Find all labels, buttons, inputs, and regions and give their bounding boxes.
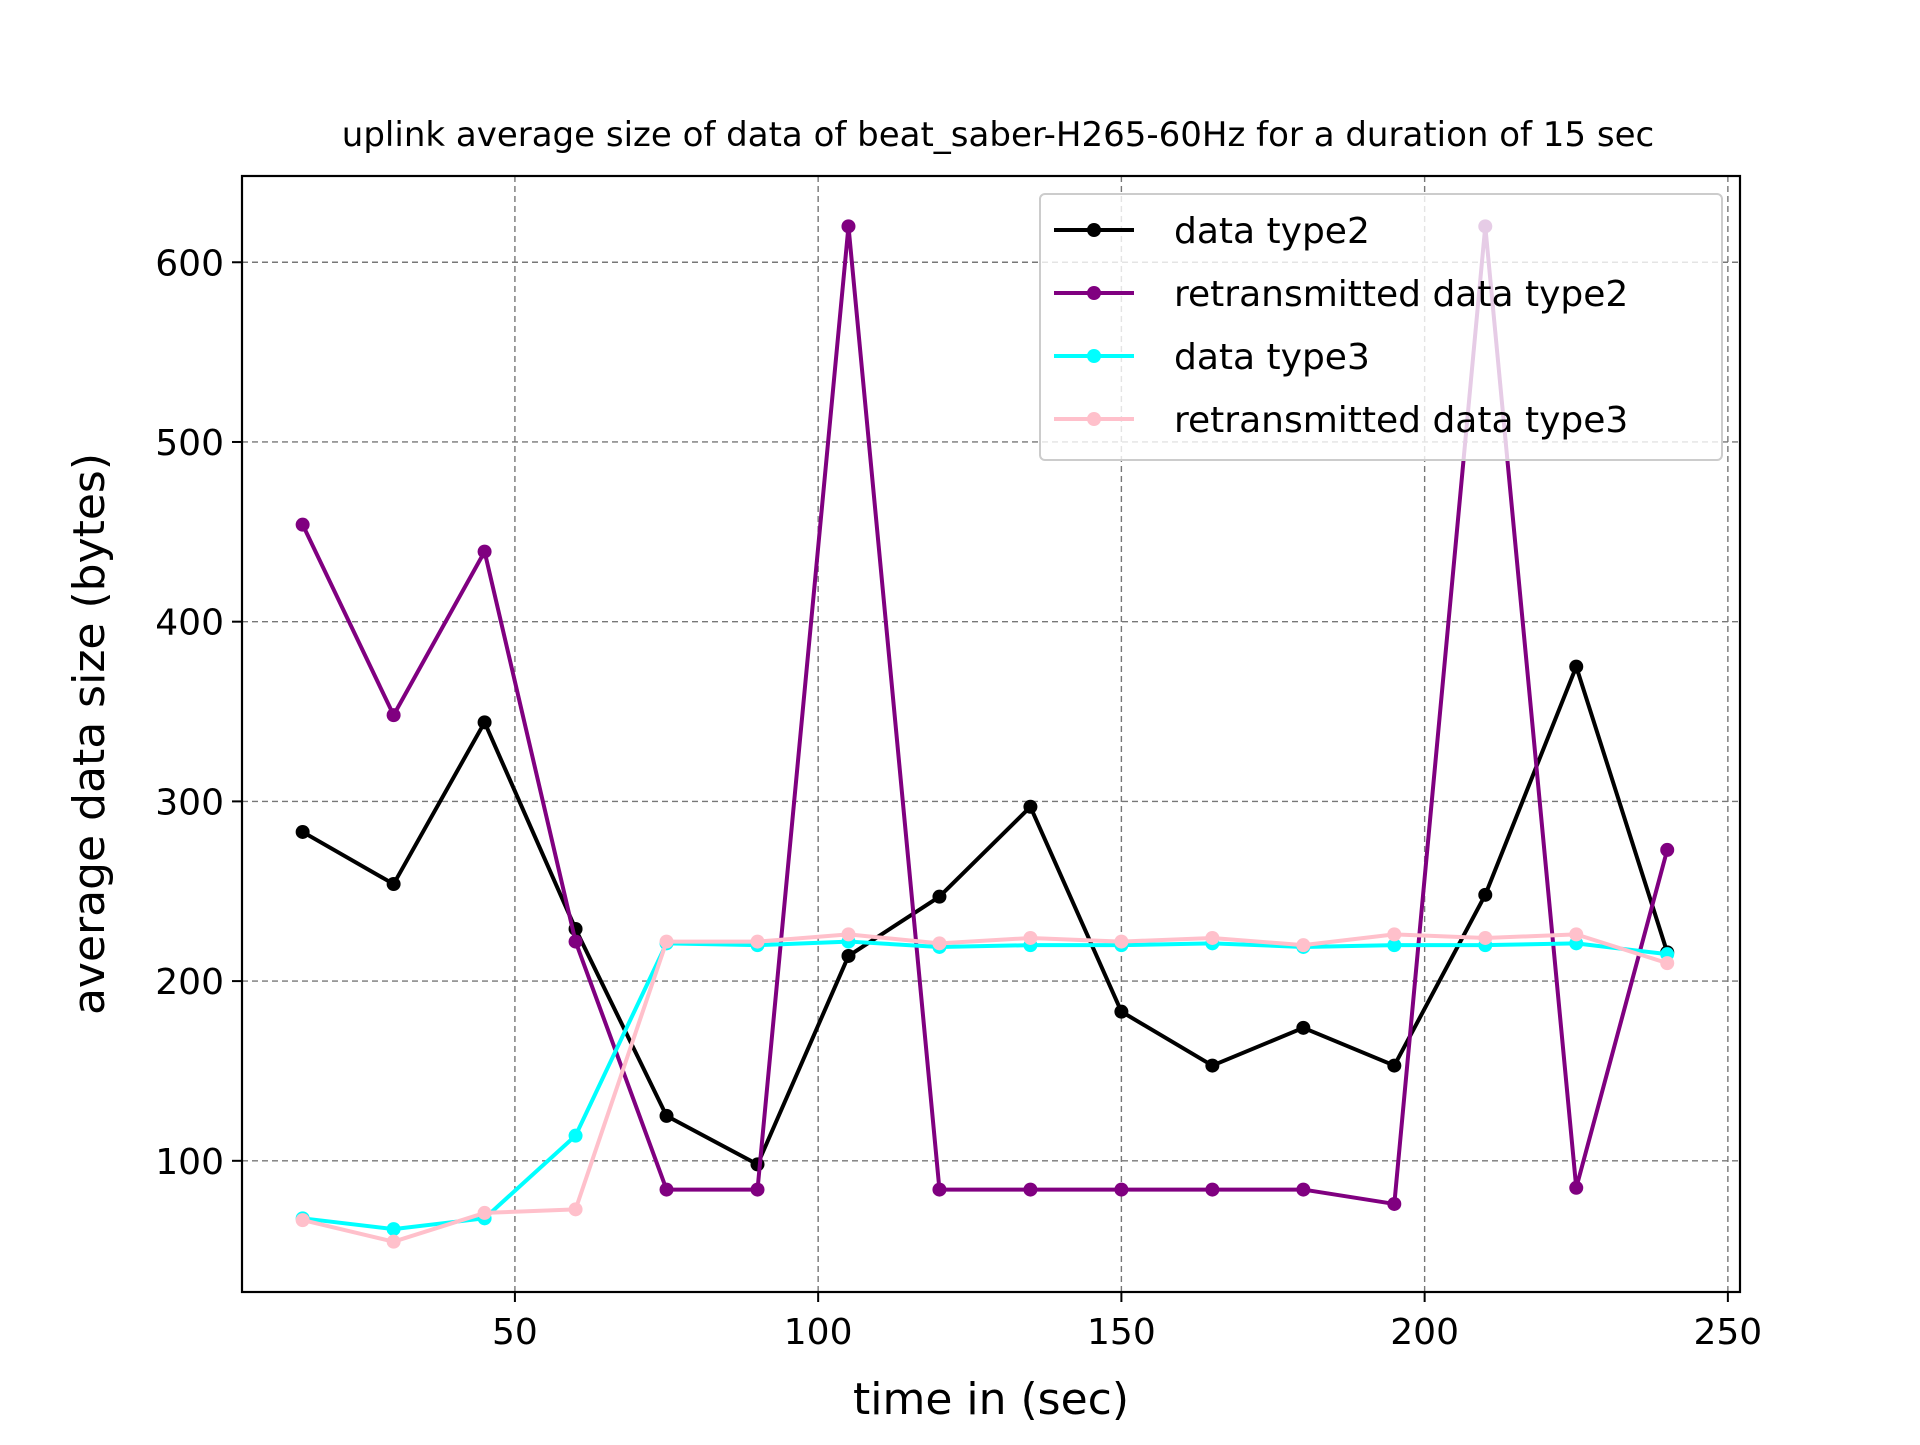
legend-label: data type3 <box>1174 337 1370 378</box>
data-point <box>386 708 401 723</box>
data-point <box>1296 1020 1311 1035</box>
data-point <box>841 948 856 963</box>
legend-item: retransmitted data type3 <box>1054 400 1628 441</box>
data-point <box>568 934 583 949</box>
legend-label: retransmitted data type3 <box>1174 400 1628 441</box>
legend-item: data type2 <box>1054 211 1370 252</box>
data-point <box>750 934 765 949</box>
series-line <box>301 664 1670 1167</box>
data-point <box>1660 842 1675 857</box>
data-point <box>477 544 492 559</box>
data-point <box>1387 1058 1402 1073</box>
data-point <box>1023 1182 1038 1197</box>
data-point <box>1569 927 1584 942</box>
data-point <box>1205 1182 1220 1197</box>
data-point <box>1387 927 1402 942</box>
data-point <box>568 1128 583 1143</box>
legend-marker <box>1087 286 1101 300</box>
x-axis-label: time in (sec) <box>853 1374 1129 1425</box>
series-line <box>300 224 1670 1206</box>
data-point <box>1569 659 1584 674</box>
legend-label: retransmitted data type2 <box>1174 274 1628 315</box>
chart-title: uplink average size of data of beat_sabe… <box>342 115 1654 155</box>
series-4 <box>295 927 1675 1249</box>
legend: data type2 retransmitted data type2 data t… <box>1039 193 1723 461</box>
y-tick-label: 300 <box>155 782 224 823</box>
data-point <box>477 1205 492 1220</box>
data-point <box>1660 956 1675 971</box>
x-tick-label: 250 <box>1694 1312 1763 1353</box>
plot-area-frame <box>240 174 1742 1294</box>
legend-item: retransmitted data type2 <box>1054 274 1628 315</box>
legend-marker <box>1087 223 1101 237</box>
x-tick-label: 200 <box>1390 1312 1459 1353</box>
data-point <box>841 219 856 234</box>
data-point <box>386 877 401 892</box>
data-point <box>1296 938 1311 953</box>
legend-item: data type3 <box>1054 337 1370 378</box>
legend-box <box>1039 193 1723 461</box>
data-point <box>1296 1182 1311 1197</box>
data-point <box>1114 1182 1129 1197</box>
data-point <box>1569 1180 1584 1195</box>
legend-marker <box>1087 349 1101 363</box>
y-tick-label: 100 <box>155 1142 224 1183</box>
data-point <box>1114 934 1129 949</box>
axis-ticks: 50 100 150 200 250 100 200 300 400 500 600 <box>155 243 1762 1353</box>
series-1 <box>295 659 1675 1172</box>
series-line <box>302 939 1668 1232</box>
data-point <box>295 517 310 532</box>
data-point <box>1478 930 1493 945</box>
data-point <box>659 1108 674 1123</box>
series-layer <box>295 219 1675 1249</box>
data-point <box>932 936 947 951</box>
series-line <box>302 932 1668 1244</box>
data-point <box>568 1202 583 1217</box>
y-tick-label: 200 <box>155 962 224 1003</box>
data-point <box>386 1234 401 1249</box>
y-tick-label: 500 <box>155 423 224 464</box>
data-point <box>932 889 947 904</box>
data-point <box>295 1213 310 1228</box>
data-point <box>1023 799 1038 814</box>
data-point <box>932 1182 947 1197</box>
x-tick-label: 50 <box>492 1312 538 1353</box>
data-point <box>1478 887 1493 902</box>
data-point <box>295 824 310 839</box>
x-tick-label: 150 <box>1087 1312 1156 1353</box>
data-point <box>841 927 856 942</box>
series-2 <box>295 219 1675 1211</box>
legend-marker <box>1087 412 1101 426</box>
data-point <box>1114 1004 1129 1019</box>
data-point <box>1387 938 1402 953</box>
y-tick-label: 400 <box>155 603 224 644</box>
y-tick-label: 600 <box>155 243 224 284</box>
legend-label: data type2 <box>1174 211 1370 252</box>
data-point <box>659 934 674 949</box>
data-point <box>750 1182 765 1197</box>
data-point <box>386 1222 401 1237</box>
data-point <box>1205 930 1220 945</box>
y-axis-label: average data size (bytes) <box>64 453 115 1015</box>
data-point <box>1387 1196 1402 1211</box>
data-point <box>659 1182 674 1197</box>
data-point <box>1023 930 1038 945</box>
data-point <box>477 715 492 730</box>
data-point <box>1205 1058 1220 1073</box>
x-tick-label: 100 <box>784 1312 853 1353</box>
